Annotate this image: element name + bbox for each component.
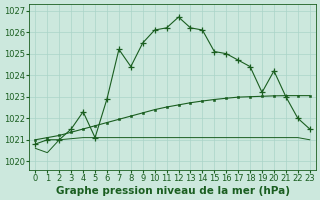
- X-axis label: Graphe pression niveau de la mer (hPa): Graphe pression niveau de la mer (hPa): [56, 186, 290, 196]
